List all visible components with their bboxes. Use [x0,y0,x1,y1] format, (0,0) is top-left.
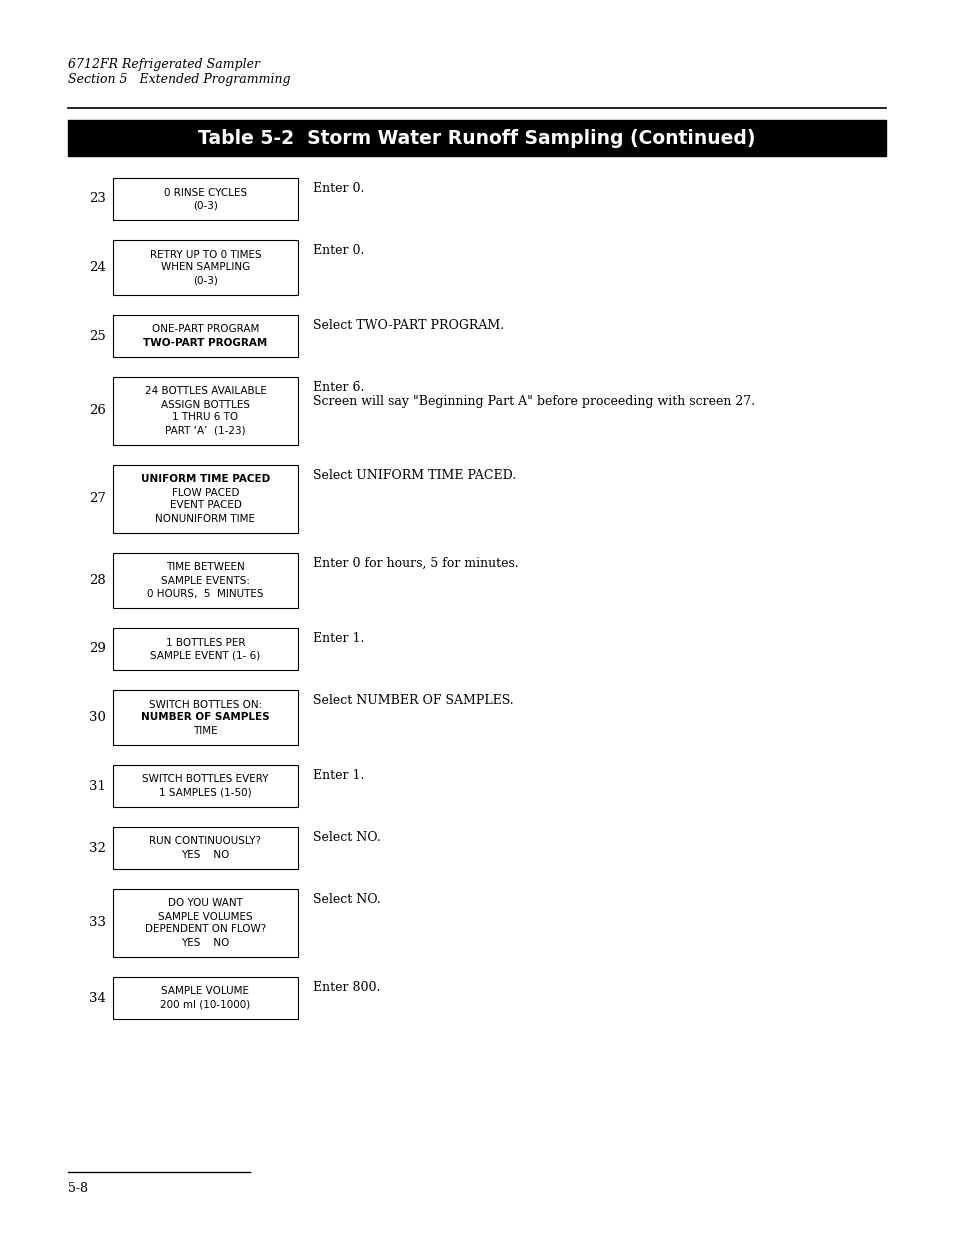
Text: 26: 26 [89,405,106,417]
Text: TIME: TIME [193,725,217,736]
Text: YES    NO: YES NO [181,850,230,860]
Text: WHEN SAMPLING: WHEN SAMPLING [161,263,250,273]
Text: NONUNIFORM TIME: NONUNIFORM TIME [155,514,255,524]
Text: 5-8: 5-8 [68,1182,88,1195]
Text: SAMPLE VOLUME: SAMPLE VOLUME [161,987,250,997]
Text: 34: 34 [89,992,106,1004]
Text: Select NUMBER OF SAMPLES.: Select NUMBER OF SAMPLES. [313,694,513,706]
Text: Select UNIFORM TIME PACED.: Select UNIFORM TIME PACED. [313,469,516,482]
Text: SAMPLE VOLUMES: SAMPLE VOLUMES [158,911,253,921]
Text: 200 ml (10-1000): 200 ml (10-1000) [160,999,251,1009]
Text: RUN CONTINUOUSLY?: RUN CONTINUOUSLY? [150,836,261,846]
Text: YES    NO: YES NO [181,937,230,947]
Text: Enter 0.: Enter 0. [313,182,364,195]
Text: ONE-PART PROGRAM: ONE-PART PROGRAM [152,325,259,335]
Text: (0-3): (0-3) [193,200,217,210]
Text: 1 SAMPLES (1-50): 1 SAMPLES (1-50) [159,788,252,798]
Bar [112,178,297,220]
Bar [112,466,297,534]
Bar [112,377,297,445]
Bar [112,690,297,745]
Text: Screen will say "Beginning Part A" before proceeding with screen 27.: Screen will say "Beginning Part A" befor… [313,395,754,408]
Bar [112,315,297,357]
Bar [68,120,885,156]
Text: ASSIGN BOTTLES: ASSIGN BOTTLES [161,399,250,410]
Text: Table 5-2  Storm Water Runoff Sampling (Continued): Table 5-2 Storm Water Runoff Sampling (C… [198,128,755,147]
Text: SWITCH BOTTLES ON:: SWITCH BOTTLES ON: [149,699,262,709]
Text: Enter 1.: Enter 1. [313,769,364,782]
Text: Section 5   Extended Programming: Section 5 Extended Programming [68,73,291,86]
Text: 25: 25 [90,330,106,342]
Text: Select NO.: Select NO. [313,831,380,844]
Text: NUMBER OF SAMPLES: NUMBER OF SAMPLES [141,713,270,722]
Text: FLOW PACED: FLOW PACED [172,488,239,498]
Text: UNIFORM TIME PACED: UNIFORM TIME PACED [141,474,270,484]
Text: 31: 31 [89,779,106,793]
Bar [112,553,297,608]
Text: 0 RINSE CYCLES: 0 RINSE CYCLES [164,188,247,198]
Text: 28: 28 [90,574,106,587]
Bar [112,764,297,806]
Text: SAMPLE EVENTS:: SAMPLE EVENTS: [161,576,250,585]
Text: PART ‘A’  (1-23): PART ‘A’ (1-23) [165,426,246,436]
Text: Select NO.: Select NO. [313,893,380,906]
Text: SWITCH BOTTLES EVERY: SWITCH BOTTLES EVERY [142,774,269,784]
Text: 29: 29 [89,642,106,656]
Text: 6712FR Refrigerated Sampler: 6712FR Refrigerated Sampler [68,58,260,70]
Text: Enter 800.: Enter 800. [313,981,380,994]
Text: SAMPLE EVENT (1- 6): SAMPLE EVENT (1- 6) [151,651,260,661]
Text: 0 HOURS,  5  MINUTES: 0 HOURS, 5 MINUTES [147,589,263,599]
Text: Select TWO-PART PROGRAM.: Select TWO-PART PROGRAM. [313,319,503,332]
Text: 33: 33 [89,916,106,930]
Text: Enter 6.: Enter 6. [313,382,364,394]
Text: Enter 0 for hours, 5 for minutes.: Enter 0 for hours, 5 for minutes. [313,557,518,571]
Text: TWO-PART PROGRAM: TWO-PART PROGRAM [143,337,268,347]
Bar [112,240,297,295]
Text: (0-3): (0-3) [193,275,217,285]
Text: 32: 32 [89,841,106,855]
Bar [112,977,297,1019]
Text: Enter 1.: Enter 1. [313,632,364,645]
Bar [112,889,297,957]
Text: EVENT PACED: EVENT PACED [170,500,241,510]
Bar [112,827,297,869]
Text: TIME BETWEEN: TIME BETWEEN [166,562,245,573]
Text: 30: 30 [89,711,106,724]
Text: DEPENDENT ON FLOW?: DEPENDENT ON FLOW? [145,925,266,935]
Bar [112,629,297,671]
Text: 23: 23 [89,193,106,205]
Text: 24 BOTTLES AVAILABLE: 24 BOTTLES AVAILABLE [145,387,266,396]
Text: 1 THRU 6 TO: 1 THRU 6 TO [172,412,238,422]
Text: 24: 24 [90,261,106,274]
Text: DO YOU WANT: DO YOU WANT [168,899,243,909]
Text: 1 BOTTLES PER: 1 BOTTLES PER [166,637,245,647]
Text: RETRY UP TO 0 TIMES: RETRY UP TO 0 TIMES [150,249,261,259]
Text: Enter 0.: Enter 0. [313,245,364,257]
Text: 27: 27 [89,493,106,505]
